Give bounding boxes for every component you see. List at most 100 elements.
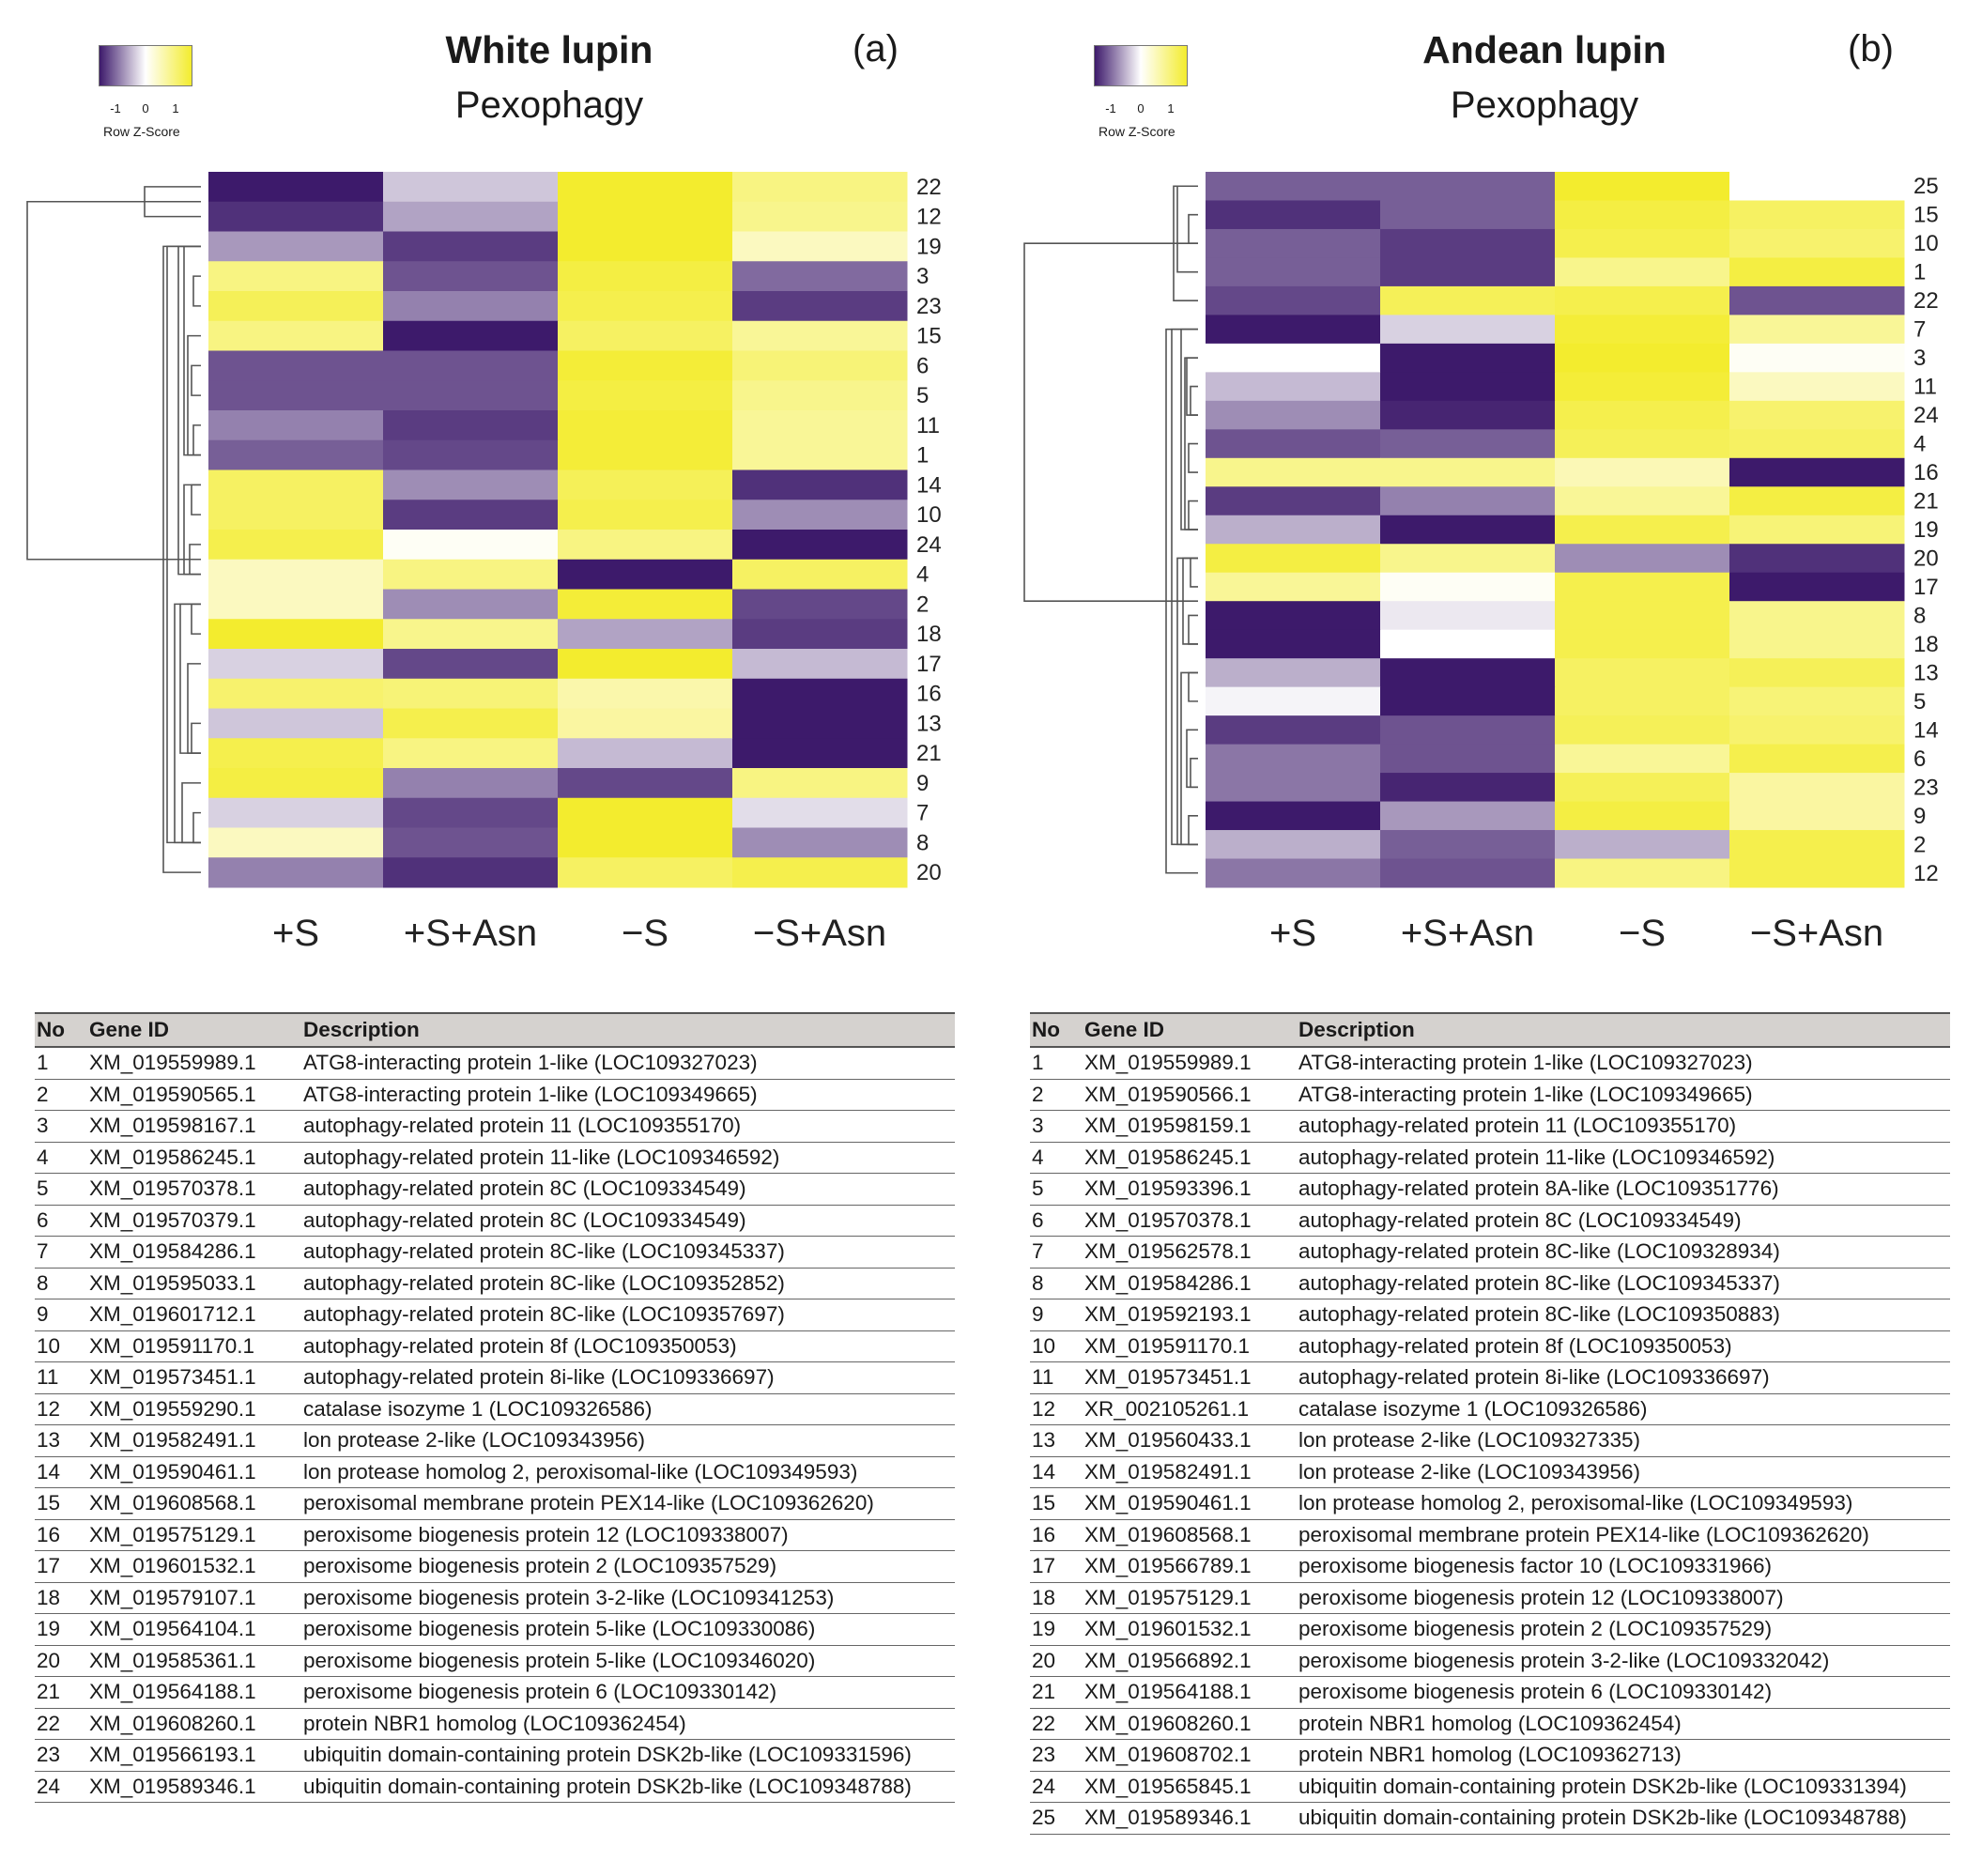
cell-description: peroxisome biogenesis protein 2 (LOC1093… (303, 1550, 955, 1583)
table-row: 21 XM_019564188.1 peroxisome biogenesis pr… (1030, 1676, 1950, 1709)
table-row: 5 XM_019593396.1 autophagy-related protein… (1030, 1173, 1950, 1206)
table-row: 22 XM_019608260.1 protein NBR1 homolog (LO… (1030, 1708, 1950, 1740)
cell-gene-id: XM_019593396.1 (1084, 1173, 1298, 1206)
heatmap-cell (383, 261, 559, 292)
cell-gene-id: XM_019608702.1 (1084, 1739, 1298, 1772)
heatmap-cell (1729, 773, 1905, 803)
column-label: +S+Asn (1401, 913, 1534, 954)
heatmap-cell (208, 291, 384, 322)
heatmap-cell (1729, 315, 1905, 345)
row-label: 21 (1913, 489, 1939, 515)
cell-description: protein NBR1 homolog (LOC109362454) (1298, 1708, 1950, 1740)
heatmap-cell (383, 619, 559, 650)
cell-gene-id: XM_019566892.1 (1084, 1645, 1298, 1677)
table-row: 16 XM_019608568.1 peroxisomal membrane pro… (1030, 1519, 1950, 1551)
heatmap-cell (208, 500, 384, 531)
cell-no: 8 (35, 1268, 89, 1299)
cell-no: 24 (35, 1771, 89, 1803)
panel-letter: (b) (1848, 28, 1894, 69)
table-row: 2 XM_019590565.1 ATG8-interacting protein … (35, 1079, 955, 1111)
table-row: 14 XM_019590461.1 lon protease homolog 2, … (35, 1456, 955, 1488)
row-label: 22 (916, 175, 942, 200)
row-label: 4 (916, 562, 929, 588)
heatmap-cell (1206, 830, 1381, 860)
cell-gene-id: XM_019591170.1 (1084, 1330, 1298, 1362)
panel-letter: (a) (853, 28, 899, 69)
cell-description: autophagy-related protein 11 (LOC1093551… (1298, 1110, 1950, 1143)
row-label: 18 (916, 622, 942, 647)
dendrogram-branch (1180, 328, 1198, 531)
heatmap-cell (1206, 629, 1381, 659)
heatmap-cell (1729, 715, 1905, 746)
heatmap-cell (1729, 228, 1905, 258)
cell-no: 22 (1030, 1708, 1084, 1740)
row-label: 23 (1913, 775, 1939, 800)
table-row: 6 XM_019570379.1 autophagy-related protein… (35, 1205, 955, 1237)
heatmap-cell (383, 500, 559, 531)
heatmap-cell (1380, 200, 1556, 230)
heatmap-cell (1555, 400, 1730, 430)
heatmap-cell (1729, 343, 1905, 373)
heatmap-cell (1555, 515, 1730, 545)
cell-no: 14 (35, 1456, 89, 1488)
heatmap-cell (558, 619, 733, 650)
row-label: 11 (1913, 375, 1937, 400)
column-label: −S (622, 913, 668, 954)
heatmap-cell (208, 559, 384, 590)
cell-no: 11 (35, 1361, 89, 1394)
cell-description: peroxisome biogenesis protein 12 (LOC109… (303, 1519, 955, 1551)
color-key-tick: 1 (1167, 101, 1175, 115)
heatmap-cell (208, 589, 384, 620)
heatmap-cell (208, 201, 384, 232)
cell-gene-id: XM_019570378.1 (89, 1173, 303, 1206)
heatmap-cell (383, 291, 559, 322)
heatmap-cell (1380, 457, 1556, 487)
heatmap-cell (1555, 801, 1730, 831)
cell-gene-id: XM_019590461.1 (1084, 1487, 1298, 1520)
cell-description: ubiquitin domain-containing protein DSK2… (303, 1771, 955, 1803)
heatmap-cell (1206, 686, 1381, 716)
row-label: 10 (1913, 231, 1939, 256)
cell-no: 13 (1030, 1424, 1084, 1457)
row-label: 6 (1913, 746, 1926, 772)
heatmap-cell (208, 350, 384, 381)
heatmap-cell (208, 797, 384, 828)
heatmap-cell (208, 827, 384, 858)
heatmap-cell (1206, 172, 1381, 201)
cell-description: peroxisomal membrane protein PEX14-like … (303, 1487, 955, 1520)
cell-no: 12 (35, 1393, 89, 1425)
color-key-tick: -1 (1105, 101, 1116, 115)
cell-no: 20 (1030, 1645, 1084, 1677)
cell-no: 17 (1030, 1550, 1084, 1583)
heatmap-cell (1729, 200, 1905, 230)
heatmap-cell (1206, 200, 1381, 230)
heatmap-cell (1729, 858, 1905, 888)
heatmap-cell (1729, 457, 1905, 487)
row-label: 1 (1913, 260, 1926, 285)
heatmap-cell (1555, 486, 1730, 516)
cell-description: autophagy-related protein 8C (LOC1093345… (1298, 1205, 1950, 1237)
table-row: 4 XM_019586245.1 autophagy-related protein… (1030, 1142, 1950, 1174)
row-label: 3 (1913, 346, 1926, 371)
heatmap-cell (1555, 372, 1730, 402)
cell-gene-id: XM_019590565.1 (89, 1079, 303, 1111)
heatmap-cell (208, 857, 384, 888)
cell-no: 23 (35, 1739, 89, 1772)
dendrogram-branch (192, 424, 201, 456)
color-key-tick: -1 (110, 101, 121, 115)
row-label: 17 (1913, 575, 1939, 600)
heatmap-cell (732, 500, 908, 531)
table-row: 16 XM_019575129.1 peroxisome biogenesis pr… (35, 1519, 955, 1551)
heatmap-cell (1555, 715, 1730, 746)
table-row: 17 XM_019566789.1 peroxisome biogenesis fa… (1030, 1550, 1950, 1583)
heatmap-cell (1555, 285, 1730, 315)
heatmap-cell (1380, 400, 1556, 430)
heatmap-cell (208, 530, 384, 561)
cell-no: 23 (1030, 1739, 1084, 1772)
cell-no: 1 (1030, 1047, 1084, 1080)
heatmap-cell (732, 857, 908, 888)
cell-gene-id: XM_019586245.1 (89, 1142, 303, 1174)
heatmap-cell (1206, 544, 1381, 574)
heatmap-cell (383, 530, 559, 561)
heatmap-cell (1729, 629, 1905, 659)
